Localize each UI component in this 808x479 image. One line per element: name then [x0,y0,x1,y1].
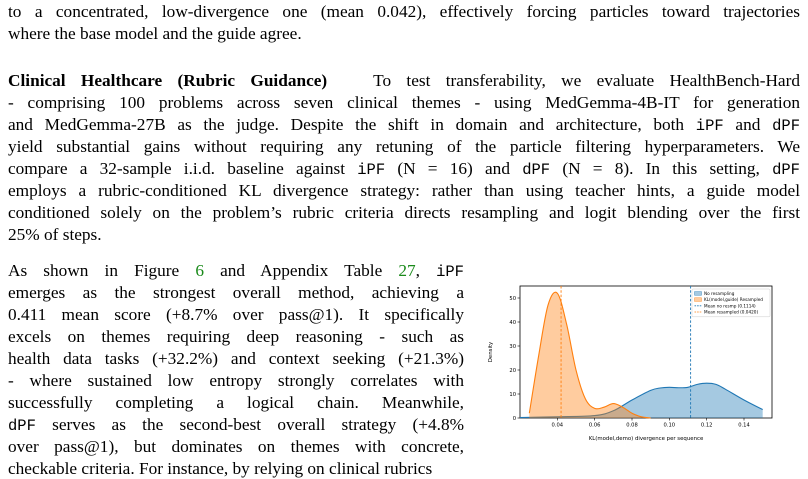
method-ipf: iPF [695,117,724,135]
paragraph-text: conditioned solely on the problem’s rubr… [8,203,800,222]
text-line: emerges as the strongest overall method,… [8,283,464,303]
paragraph-text: and MedGemma-27B as the judge. Despite t… [8,115,685,134]
method-dpf: dPF [772,161,800,179]
x-axis-label: KL(model,demo) divergence per sequence [589,436,704,442]
paragraph-text: excels on themes requiring deep reasonin… [8,327,464,346]
paragraph-text: health data tasks (+32.2%) and context s… [8,349,464,368]
series-area-0 [520,383,763,418]
method-dpf: dPF [522,161,551,179]
paragraph-text: to a concentrated, low-divergence one (m… [8,2,800,21]
paragraph-text: compare a 32-sample i.i.d. baseline agai… [8,159,345,178]
x-tick-label: 0.04 [552,423,564,429]
paragraph-text: and Appendix Table [220,261,383,280]
plot-area [519,286,763,419]
series-line-0 [519,382,763,419]
method-ipf: iPF [436,263,464,281]
text-line: yield substantial gains without requirin… [8,137,800,157]
y-tick-label: 20 [509,368,516,374]
paragraph-text: successfully completing a logical chain.… [8,393,464,412]
text-line: 25% of steps. [8,225,102,245]
x-axis: 0.04 0.06 0.08 0.10 0.12 0.14 [552,418,750,429]
text-line: employs a rubric-conditioned KL divergen… [8,181,800,201]
x-tick-label: 0.08 [626,423,638,429]
text-line: excels on themes requiring deep reasonin… [8,327,464,347]
y-tick-label: 40 [509,320,516,326]
text-line: - comprising 100 problems across seven c… [8,93,800,113]
text-line: successfully completing a logical chain.… [8,393,464,413]
text-line: health data tasks (+32.2%) and context s… [8,349,464,369]
paragraph-text: yield substantial gains without requirin… [8,137,800,156]
text-line: dPF serves as the second-best overall st… [8,415,464,436]
paragraph-text: serves as the second-best overall strate… [52,415,464,434]
series-area-1 [529,292,651,418]
text-line: where the base model and the guide agree… [8,24,302,44]
paragraph-text: employs a rubric-conditioned KL divergen… [8,181,800,200]
method-dpf: dPF [8,417,36,435]
paragraph-text: emerges as the strongest overall method,… [8,283,464,302]
paragraph-text: To test transferability, we evaluate Hea… [373,71,800,90]
text-line: checkable criteria. For instance, by rel… [8,459,800,479]
text-line: Clinical Healthcare (Rubric Guidance) To… [8,71,800,91]
y-tick-label: 10 [509,392,516,398]
method-ipf: iPF [357,161,386,179]
x-tick-label: 0.10 [664,423,676,429]
text-line: conditioned solely on the problem’s rubr… [8,203,800,223]
paragraph-text: and [735,115,761,134]
legend-label: KL(model,guide) Resampled [704,297,763,302]
kl-density-chart: 0.04 0.06 0.08 0.10 0.12 0.14 0 10 20 30 40 50 KL(… [488,285,773,442]
legend-label: No resampling [704,291,735,296]
x-tick-label: 0.14 [738,423,750,429]
section-heading: Clinical Healthcare (Rubric Guidance) [8,71,328,90]
paragraph-text: (N = 8). In this setting, [562,159,760,178]
y-axis: 0 10 20 30 40 50 [509,296,520,422]
text-line: to a concentrated, low-divergence one (m… [8,2,800,22]
paragraph-text: - comprising 100 problems across seven c… [8,93,800,112]
y-tick-label: 0 [513,416,516,422]
y-axis-label: Density [488,341,494,362]
paragraph-text: over pass@1), but dominates on themes wi… [8,437,464,456]
x-tick-label: 0.06 [589,423,601,429]
legend-box [691,288,771,318]
paragraph-text: 25% of steps. [8,225,102,244]
legend-label: Mean resampled (0.0420) [704,310,758,315]
text-line: and MedGemma-27B as the judge. Despite t… [8,115,800,136]
paragraph-text: 0.411 mean score (+8.7% over pass@1). It… [8,305,464,324]
legend-swatch [694,291,702,296]
paragraph-text: where the base model and the guide agree… [8,24,302,43]
text-line: - where sustained low entropy strongly c… [8,371,464,391]
y-tick-label: 30 [509,344,516,350]
text-line: compare a 32-sample i.i.d. baseline agai… [8,159,800,180]
method-dpf: dPF [772,117,800,135]
paragraph-text: - where sustained low entropy strongly c… [8,371,464,390]
text-line: over pass@1), but dominates on themes wi… [8,437,464,457]
series-line-1 [528,291,651,419]
figure-link[interactable]: 6 [195,261,204,280]
y-tick-label: 50 [509,296,516,302]
paragraph-text: As shown in Figure [8,261,180,280]
table-link[interactable]: 27 [398,261,416,280]
text-line: As shown in Figure 6 and Appendix Table … [8,261,464,281]
paragraph-text: (N = 16) and [397,159,510,178]
paragraph-text: checkable criteria. For instance, by rel… [8,459,433,478]
x-tick-label: 0.12 [701,423,713,429]
legend-label: Mean no resmp (0.1114) [704,303,756,308]
text-line: 0.411 mean score (+8.7% over pass@1). It… [8,305,464,325]
legend-swatch [694,297,702,302]
